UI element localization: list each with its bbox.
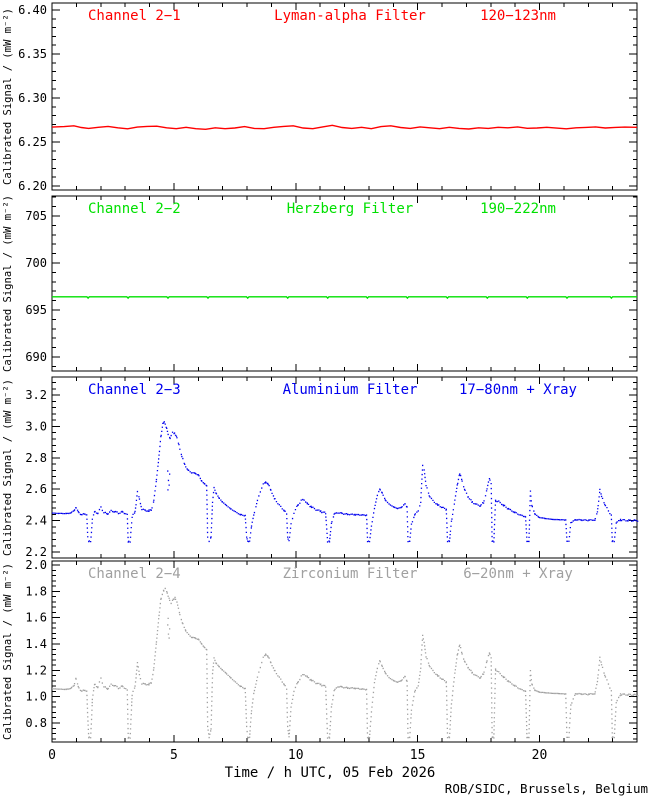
plot-box bbox=[51, 560, 638, 743]
y-tick-label: 2.8 bbox=[25, 451, 47, 465]
y-tick-label: 6.40 bbox=[18, 3, 47, 17]
panel-channel-2-2: 690 695 700 705 Channel 2−2 Herzberg Filter 19… bbox=[2, 195, 638, 372]
panel-channel-2-1: 6.20 6.25 6.30 6.35 6.40 Channel 2−1 Lyman-alp… bbox=[2, 2, 638, 193]
y-tick-label: 1.2 bbox=[25, 663, 47, 677]
y-axis-title: Calibrated Signal / (mW m⁻²) bbox=[2, 8, 14, 185]
y-tick-label: 700 bbox=[25, 256, 47, 270]
y-tick-label: 3.0 bbox=[25, 419, 47, 433]
panel-channel-2-4: 0.8 1.0 1.2 1.4 1.6 1.8 2.0 Channel 2−4 Zirconiu… bbox=[2, 558, 639, 743]
y-tick-label: 2.4 bbox=[25, 514, 47, 528]
data-series-line bbox=[52, 296, 637, 300]
band-label: 6−20nm + Xray bbox=[463, 566, 573, 582]
plot-box bbox=[51, 2, 638, 191]
y-axis-title: Calibrated Signal / (mW m⁻²) bbox=[2, 563, 14, 740]
x-tick-label: 0 bbox=[48, 748, 56, 763]
y-axis-title: Calibrated Signal / (mW m⁻²) bbox=[2, 195, 14, 372]
x-tick-label: 15 bbox=[410, 748, 426, 763]
y-tick-label: 0.8 bbox=[25, 716, 47, 730]
filter-label: Zirconium Filter bbox=[283, 566, 418, 582]
channel-label: Channel 2−4 bbox=[88, 566, 181, 582]
y-tick-label: 2.6 bbox=[25, 482, 47, 496]
y-tick-label: 6.30 bbox=[18, 91, 47, 105]
x-tick-label: 10 bbox=[288, 748, 304, 763]
band-label: 17−80nm + Xray bbox=[459, 382, 577, 398]
data-series-line bbox=[51, 124, 638, 131]
filter-label: Aluminium Filter bbox=[283, 382, 418, 398]
y-tick-label: 1.8 bbox=[25, 584, 47, 598]
x-tick-label: 5 bbox=[170, 748, 178, 763]
y-tick-label: 705 bbox=[25, 209, 47, 223]
y-tick-label: 695 bbox=[25, 303, 47, 317]
y-tick-label: 1.0 bbox=[25, 690, 47, 704]
y-tick-label: 6.35 bbox=[18, 47, 47, 61]
channel-label: Channel 2−1 bbox=[88, 8, 181, 24]
panel-channel-2-3: 2.2 2.4 2.6 2.8 3.0 3.2 Channel 2−3 Aluminium F… bbox=[2, 376, 639, 559]
channel-label: Channel 2−2 bbox=[88, 201, 181, 217]
channel-label: Channel 2−3 bbox=[88, 382, 181, 398]
y-axis-title: Calibrated Signal / (mW m⁻²) bbox=[2, 379, 14, 556]
x-tick-label: 20 bbox=[532, 748, 548, 763]
filter-label: Herzberg Filter bbox=[287, 201, 413, 217]
y-tick-label: 1.6 bbox=[25, 611, 47, 625]
x-axis-title: Time / h UTC, 05 Feb 2026 bbox=[225, 765, 436, 781]
y-tick-label: 690 bbox=[25, 350, 47, 364]
y-tick-label: 6.20 bbox=[18, 179, 47, 193]
band-label: 190−222nm bbox=[480, 201, 556, 217]
band-label: 120−123nm bbox=[480, 8, 556, 24]
plot-box bbox=[51, 195, 638, 372]
y-tick-label: 1.4 bbox=[25, 637, 47, 651]
y-tick-label: 2.0 bbox=[25, 558, 47, 572]
y-tick-label: 6.25 bbox=[18, 135, 47, 149]
data-series-scatter bbox=[52, 587, 639, 739]
y-tick-label: 2.2 bbox=[25, 545, 47, 559]
plot-box bbox=[51, 376, 638, 559]
credit-text: ROB/SIDC, Brussels, Belgium bbox=[445, 781, 648, 796]
filter-label: Lyman-alpha Filter bbox=[274, 8, 426, 24]
y-tick-label: 3.2 bbox=[25, 388, 47, 402]
data-series-scatter bbox=[52, 421, 639, 543]
